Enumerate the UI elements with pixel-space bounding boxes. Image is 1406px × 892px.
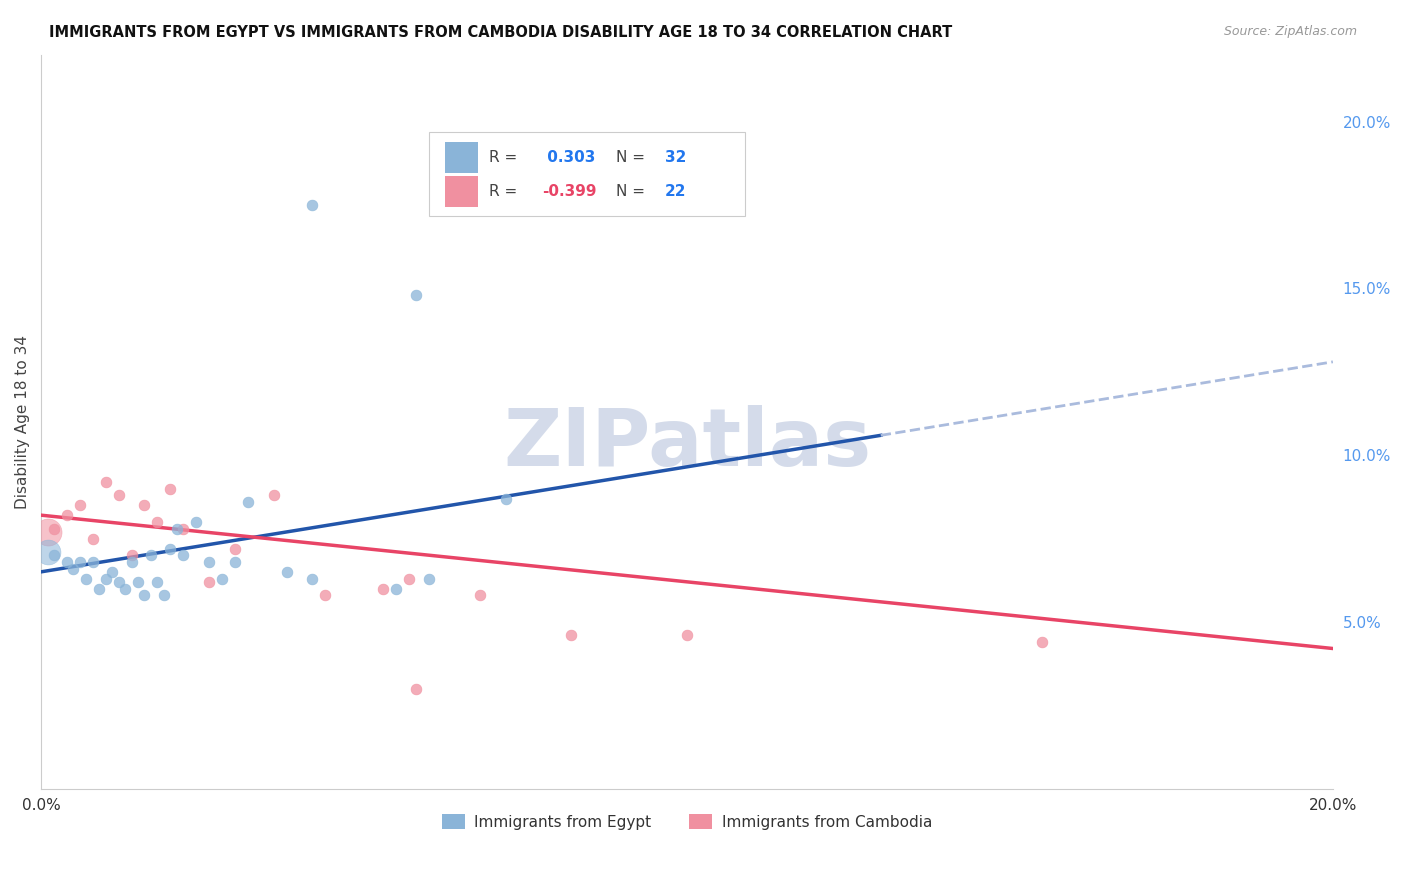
Point: [121, 548, 143, 562]
Point: [166, 521, 188, 535]
Point: [153, 588, 176, 602]
Bar: [446, 142, 478, 173]
Text: R =: R =: [489, 184, 523, 199]
Point: [405, 288, 427, 302]
Point: [276, 565, 298, 579]
Text: -0.399: -0.399: [543, 184, 596, 199]
FancyBboxPatch shape: [429, 132, 745, 217]
Text: 22: 22: [665, 184, 686, 199]
Point: [198, 574, 221, 589]
Point: [301, 572, 323, 586]
Text: ZIPatlas: ZIPatlas: [503, 405, 872, 483]
Point: [373, 582, 395, 596]
Point: [198, 555, 221, 569]
Point: [495, 491, 517, 506]
Point: [405, 681, 427, 696]
Point: [121, 555, 143, 569]
Point: [42, 548, 65, 562]
Point: [159, 482, 181, 496]
Bar: [446, 176, 478, 207]
Point: [134, 588, 156, 602]
Point: [101, 565, 124, 579]
Point: [107, 488, 129, 502]
Point: [1031, 635, 1053, 649]
Point: [94, 475, 117, 489]
Point: [385, 582, 408, 596]
Point: [263, 488, 285, 502]
Point: [107, 574, 129, 589]
Point: [42, 521, 65, 535]
Point: [418, 572, 440, 586]
Point: [82, 532, 104, 546]
Point: [398, 572, 420, 586]
Text: IMMIGRANTS FROM EGYPT VS IMMIGRANTS FROM CAMBODIA DISABILITY AGE 18 TO 34 CORREL: IMMIGRANTS FROM EGYPT VS IMMIGRANTS FROM…: [49, 25, 952, 40]
Point: [134, 498, 156, 512]
Point: [159, 541, 181, 556]
Point: [56, 555, 79, 569]
Point: [94, 572, 117, 586]
Point: [37, 545, 59, 559]
Text: 32: 32: [665, 150, 686, 165]
Point: [301, 198, 323, 212]
Point: [139, 548, 162, 562]
Point: [224, 555, 246, 569]
Point: [146, 574, 169, 589]
Text: R =: R =: [489, 150, 523, 165]
Point: [146, 515, 169, 529]
Point: [82, 555, 104, 569]
Point: [676, 628, 699, 642]
Point: [184, 515, 207, 529]
Point: [224, 541, 246, 556]
Point: [75, 572, 97, 586]
Point: [314, 588, 336, 602]
Text: 0.303: 0.303: [543, 150, 596, 165]
Text: N =: N =: [616, 184, 650, 199]
Point: [560, 628, 582, 642]
Point: [172, 521, 194, 535]
Point: [37, 524, 59, 539]
Point: [172, 548, 194, 562]
Y-axis label: Disability Age 18 to 34: Disability Age 18 to 34: [15, 334, 30, 508]
Point: [69, 498, 91, 512]
Text: Source: ZipAtlas.com: Source: ZipAtlas.com: [1223, 25, 1357, 38]
Point: [62, 561, 84, 575]
Text: N =: N =: [616, 150, 650, 165]
Point: [56, 508, 79, 523]
Point: [69, 555, 91, 569]
Point: [211, 572, 233, 586]
Point: [470, 588, 492, 602]
Point: [114, 582, 136, 596]
Legend: Immigrants from Egypt, Immigrants from Cambodia: Immigrants from Egypt, Immigrants from C…: [436, 807, 938, 836]
Point: [127, 574, 149, 589]
Point: [89, 582, 111, 596]
Point: [236, 495, 259, 509]
